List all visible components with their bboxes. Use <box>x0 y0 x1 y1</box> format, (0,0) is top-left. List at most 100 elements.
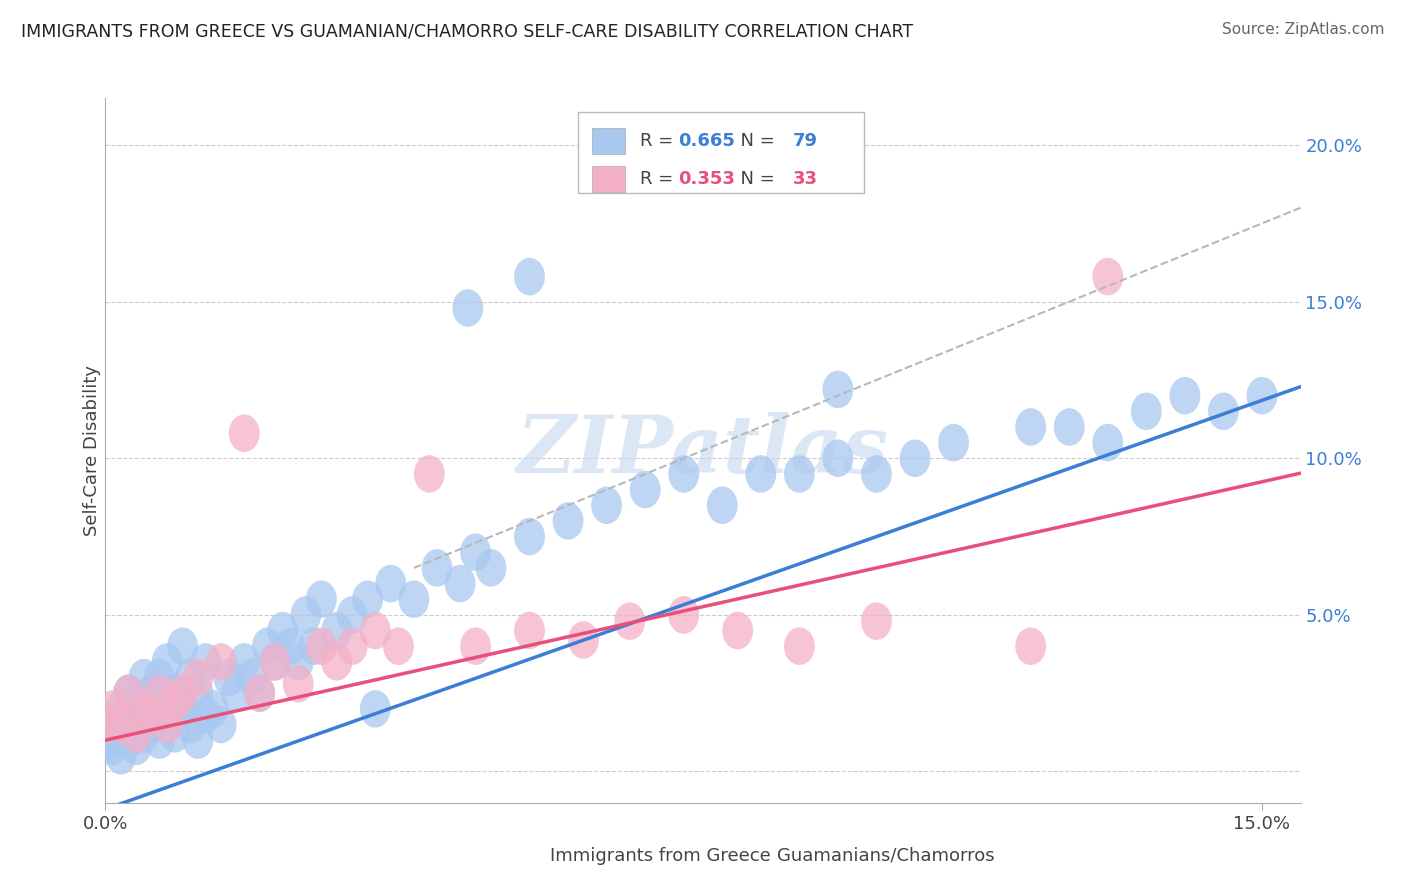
Ellipse shape <box>267 612 298 649</box>
Text: 33: 33 <box>793 169 818 187</box>
Ellipse shape <box>614 602 645 640</box>
Ellipse shape <box>337 627 367 665</box>
Ellipse shape <box>245 674 276 712</box>
Ellipse shape <box>136 674 167 712</box>
Text: ZIPatlas: ZIPatlas <box>517 412 889 489</box>
Ellipse shape <box>159 674 190 712</box>
Ellipse shape <box>143 690 174 728</box>
Ellipse shape <box>453 289 484 326</box>
Ellipse shape <box>167 674 198 712</box>
Ellipse shape <box>553 502 583 540</box>
Ellipse shape <box>322 612 352 649</box>
Ellipse shape <box>128 715 159 753</box>
Ellipse shape <box>260 643 291 681</box>
Text: N =: N = <box>730 132 780 150</box>
Ellipse shape <box>1247 376 1278 415</box>
Ellipse shape <box>460 533 491 571</box>
Ellipse shape <box>475 549 506 587</box>
Text: R =: R = <box>640 169 679 187</box>
Ellipse shape <box>198 690 229 728</box>
Ellipse shape <box>121 706 152 743</box>
Ellipse shape <box>291 596 322 633</box>
Ellipse shape <box>159 684 190 722</box>
Ellipse shape <box>229 415 260 452</box>
Ellipse shape <box>298 627 329 665</box>
Ellipse shape <box>152 706 183 743</box>
Ellipse shape <box>128 658 159 697</box>
Ellipse shape <box>143 658 174 697</box>
Text: N =: N = <box>730 169 780 187</box>
Ellipse shape <box>252 627 283 665</box>
FancyBboxPatch shape <box>740 846 765 865</box>
FancyBboxPatch shape <box>512 846 538 865</box>
Ellipse shape <box>785 455 815 492</box>
Ellipse shape <box>105 690 136 728</box>
Ellipse shape <box>260 643 291 681</box>
Text: R =: R = <box>640 132 679 150</box>
Ellipse shape <box>183 658 214 697</box>
Ellipse shape <box>630 471 661 508</box>
Ellipse shape <box>668 596 699 633</box>
Ellipse shape <box>143 722 174 759</box>
Ellipse shape <box>360 612 391 649</box>
Ellipse shape <box>1015 627 1046 665</box>
Ellipse shape <box>307 627 337 665</box>
Ellipse shape <box>1054 409 1084 446</box>
Ellipse shape <box>167 627 198 665</box>
Ellipse shape <box>668 455 699 492</box>
Ellipse shape <box>98 690 128 728</box>
Ellipse shape <box>352 581 382 618</box>
Ellipse shape <box>143 674 174 712</box>
Ellipse shape <box>900 440 931 477</box>
Ellipse shape <box>183 674 214 712</box>
Ellipse shape <box>98 728 128 765</box>
Ellipse shape <box>375 565 406 602</box>
Ellipse shape <box>128 690 159 728</box>
Ellipse shape <box>1170 376 1201 415</box>
Ellipse shape <box>337 596 367 633</box>
Text: Guamanians/Chamorros: Guamanians/Chamorros <box>778 847 994 864</box>
Ellipse shape <box>515 258 546 295</box>
Ellipse shape <box>112 697 143 734</box>
Ellipse shape <box>121 715 152 753</box>
Ellipse shape <box>785 627 815 665</box>
Ellipse shape <box>174 706 205 743</box>
Ellipse shape <box>1208 392 1239 430</box>
Ellipse shape <box>823 440 853 477</box>
Text: 0.665: 0.665 <box>678 132 735 150</box>
Ellipse shape <box>938 424 969 461</box>
Ellipse shape <box>112 674 143 712</box>
Ellipse shape <box>98 706 128 743</box>
Ellipse shape <box>136 706 167 743</box>
Ellipse shape <box>190 697 221 734</box>
Ellipse shape <box>723 612 754 649</box>
Ellipse shape <box>860 602 891 640</box>
Ellipse shape <box>105 706 136 743</box>
FancyBboxPatch shape <box>578 112 865 194</box>
FancyBboxPatch shape <box>592 128 626 153</box>
Ellipse shape <box>515 612 546 649</box>
Ellipse shape <box>413 455 444 492</box>
Ellipse shape <box>121 684 152 722</box>
Ellipse shape <box>121 728 152 765</box>
Text: Immigrants from Greece: Immigrants from Greece <box>550 847 770 864</box>
Ellipse shape <box>159 715 190 753</box>
Ellipse shape <box>112 722 143 759</box>
Ellipse shape <box>245 674 276 712</box>
Ellipse shape <box>823 370 853 409</box>
Ellipse shape <box>1092 424 1123 461</box>
Ellipse shape <box>214 658 245 697</box>
Ellipse shape <box>136 697 167 734</box>
Ellipse shape <box>276 627 307 665</box>
Ellipse shape <box>382 627 413 665</box>
Ellipse shape <box>860 455 891 492</box>
Ellipse shape <box>460 627 491 665</box>
Ellipse shape <box>360 690 391 728</box>
Ellipse shape <box>205 706 236 743</box>
Ellipse shape <box>105 737 136 774</box>
Ellipse shape <box>128 690 159 728</box>
Ellipse shape <box>105 715 136 753</box>
Ellipse shape <box>183 722 214 759</box>
Text: Source: ZipAtlas.com: Source: ZipAtlas.com <box>1222 22 1385 37</box>
Ellipse shape <box>1092 258 1123 295</box>
